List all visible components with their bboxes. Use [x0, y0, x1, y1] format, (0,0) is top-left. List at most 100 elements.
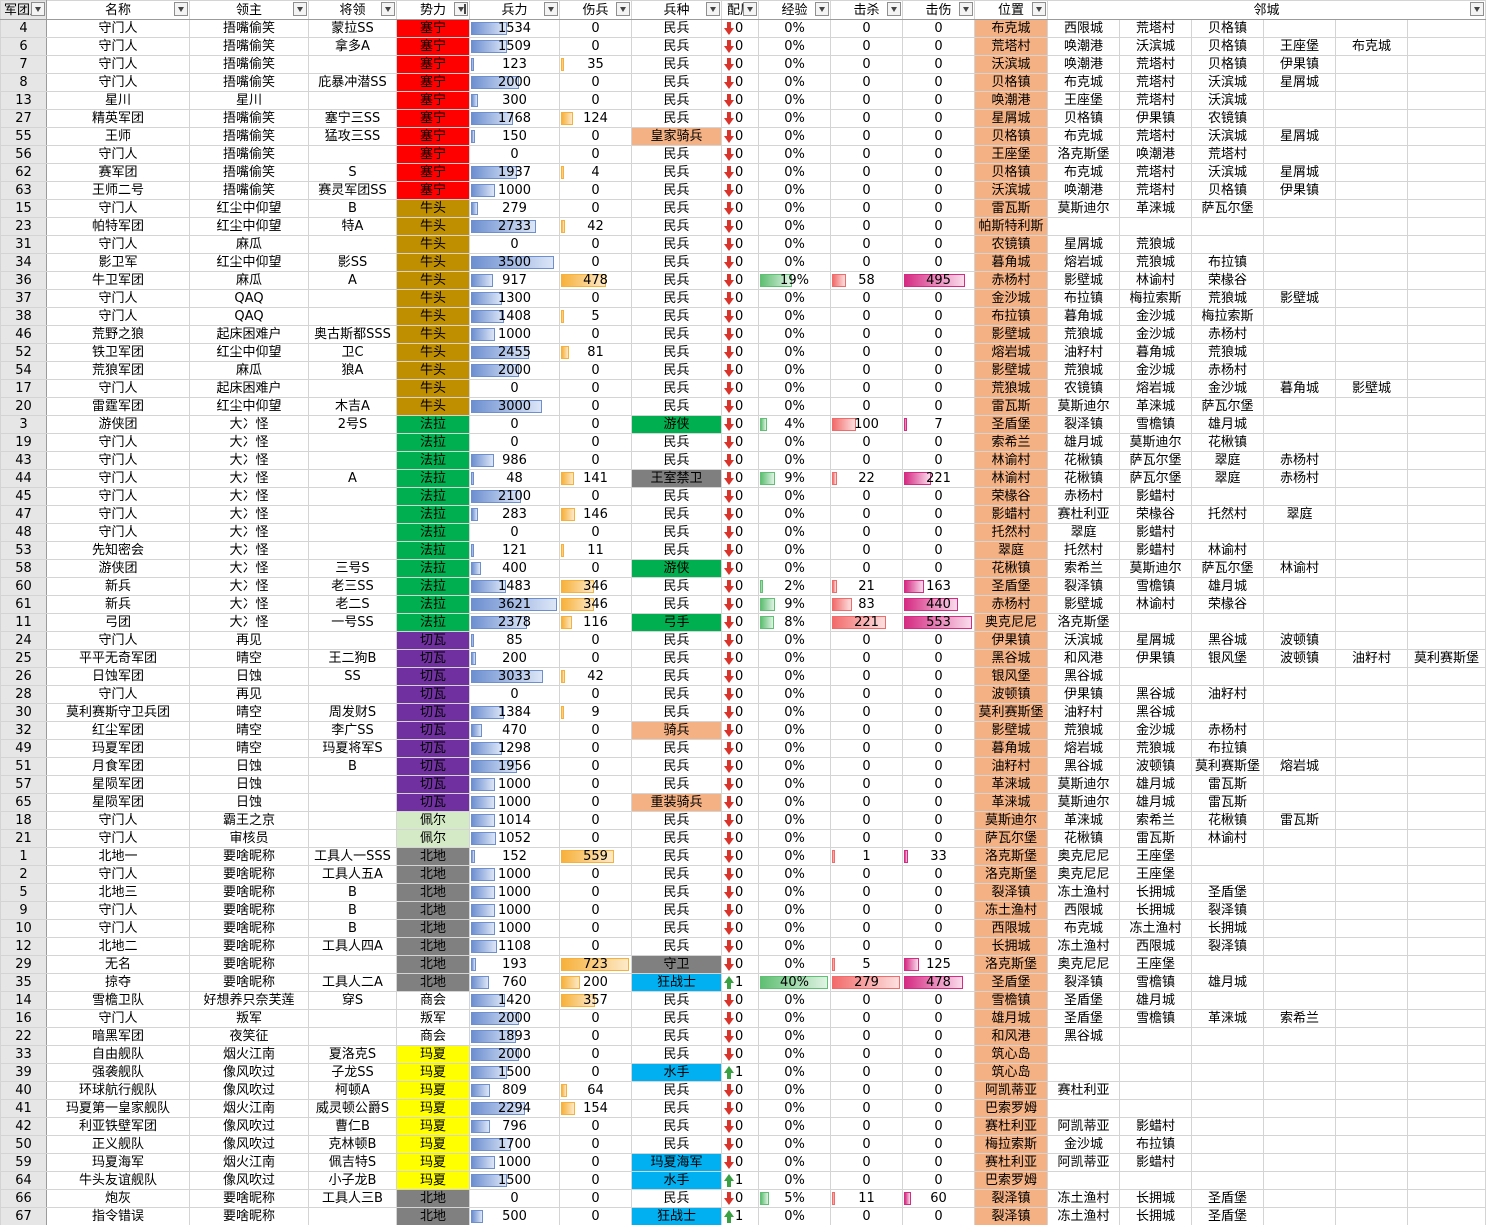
kills-cell[interactable]: 0	[830, 379, 903, 398]
neighbor-cell[interactable]: 莫斯迪尔	[1047, 199, 1120, 218]
troop-type-cell[interactable]: 弓手	[631, 613, 722, 632]
hits-cell[interactable]: 0	[902, 1135, 975, 1154]
wounded-cell[interactable]: 0	[559, 559, 632, 578]
neighbor-cell[interactable]: 赤杨村	[1263, 451, 1336, 470]
position-cell[interactable]: 王座堡	[974, 145, 1048, 164]
position-cell[interactable]: 星屑城	[974, 109, 1048, 128]
empty-cell[interactable]	[1263, 775, 1336, 794]
faction-cell[interactable]: 牛头	[396, 379, 470, 398]
table-row[interactable]: 4 守门人 捂嘴偷笑 蒙拉SS 塞宁 1534 0 民兵 0 0% 0 0 布克城 西限城 荒塔村 贝格镇	[0, 19, 1486, 38]
troop-type-cell[interactable]: 民兵	[631, 865, 722, 884]
general-cell[interactable]	[308, 1009, 397, 1028]
hits-cell[interactable]: 0	[902, 289, 975, 308]
position-cell[interactable]: 圣盾堡	[974, 973, 1048, 992]
row-id[interactable]: 2	[0, 865, 47, 884]
table-row[interactable]: 12 北地二 要啥昵称 工具人四A 北地 1108 0 民兵 0 0% 0 0 长拥城 冻土渔村 西限城 裂泽…	[0, 937, 1486, 956]
kills-cell[interactable]: 0	[830, 811, 903, 830]
kills-cell[interactable]: 0	[830, 631, 903, 650]
neighbor-cell[interactable]: 金沙城	[1119, 361, 1192, 380]
troop-type-cell[interactable]: 民兵	[631, 595, 722, 614]
name-cell[interactable]: 北地一	[46, 847, 190, 866]
neighbor-cell[interactable]: 荒狼城	[1047, 361, 1120, 380]
name-cell[interactable]: 先知密会	[46, 541, 190, 560]
hits-cell[interactable]: 0	[902, 1099, 975, 1118]
wounded-cell[interactable]: 0	[559, 523, 632, 542]
name-cell[interactable]: 守门人	[46, 901, 190, 920]
neighbor-cell[interactable]: 布克城	[1047, 919, 1120, 938]
neighbor-cell[interactable]: 莫斯迪尔	[1119, 433, 1192, 452]
empty-cell[interactable]	[1335, 703, 1408, 722]
troops-cell[interactable]: 2100	[469, 487, 560, 506]
troop-type-cell[interactable]: 民兵	[631, 307, 722, 326]
exp-cell[interactable]: 0%	[758, 793, 831, 812]
neighbor-cell[interactable]: 花楸镇	[1191, 433, 1264, 452]
empty-cell[interactable]	[1263, 397, 1336, 416]
troops-cell[interactable]: 0	[469, 235, 560, 254]
wounded-cell[interactable]: 0	[559, 451, 632, 470]
assign-cell[interactable]: 0	[721, 469, 759, 488]
empty-cell[interactable]	[1191, 613, 1264, 632]
troops-cell[interactable]: 2000	[469, 1045, 560, 1064]
empty-cell[interactable]	[1263, 937, 1336, 956]
row-id[interactable]: 33	[0, 1045, 47, 1064]
table-row[interactable]: 13 星川 星川 塞宁 300 0 民兵 0 0% 0 0 唤潮港 王座堡 荒塔村 沃滨城	[0, 91, 1486, 110]
table-row[interactable]: 39 强袭舰队 像风吹过 子龙SS 玛夏 1500 0 水手 1 0% 0 0 筑心岛	[0, 1063, 1486, 1082]
faction-cell[interactable]: 塞宁	[396, 163, 470, 182]
kills-cell[interactable]: 0	[830, 1135, 903, 1154]
row-id[interactable]: 45	[0, 487, 47, 506]
empty-cell[interactable]	[1407, 235, 1486, 254]
lord-cell[interactable]: 大冫怪	[189, 541, 309, 560]
name-cell[interactable]: 荒野之狼	[46, 325, 190, 344]
name-cell[interactable]: 暗黑军团	[46, 1027, 190, 1046]
wounded-cell[interactable]: 0	[559, 73, 632, 92]
general-cell[interactable]: 佩吉特S	[308, 1153, 397, 1172]
kills-cell[interactable]: 0	[830, 397, 903, 416]
row-id[interactable]: 26	[0, 667, 47, 686]
hits-cell[interactable]: 0	[902, 865, 975, 884]
faction-cell[interactable]: 北地	[396, 865, 470, 884]
neighbor-cell[interactable]: 沃滨城	[1119, 37, 1192, 56]
filter-dropdown-icon[interactable]	[544, 2, 558, 16]
lord-cell[interactable]: 晴空	[189, 739, 309, 758]
general-cell[interactable]	[308, 379, 397, 398]
position-cell[interactable]: 农镜镇	[974, 235, 1048, 254]
row-id[interactable]: 10	[0, 919, 47, 938]
empty-cell[interactable]	[1191, 991, 1264, 1010]
assign-cell[interactable]: 0	[721, 649, 759, 668]
kills-cell[interactable]: 0	[830, 199, 903, 218]
neighbor-cell[interactable]: 星屑城	[1047, 235, 1120, 254]
troop-type-cell[interactable]: 民兵	[631, 829, 722, 848]
neighbor-cell[interactable]: 阿凯蒂亚	[1047, 1153, 1120, 1172]
empty-cell[interactable]	[1335, 883, 1408, 902]
hits-cell[interactable]: 0	[902, 55, 975, 74]
lord-cell[interactable]: 红尘中仰望	[189, 199, 309, 218]
name-cell[interactable]: 红尘军团	[46, 721, 190, 740]
name-cell[interactable]: 牛头友谊舰队	[46, 1171, 190, 1190]
neighbor-cell[interactable]: 布拉镇	[1191, 253, 1264, 272]
name-cell[interactable]: 无名	[46, 955, 190, 974]
name-cell[interactable]: 守门人	[46, 919, 190, 938]
faction-cell[interactable]: 牛头	[396, 361, 470, 380]
kills-cell[interactable]: 0	[830, 865, 903, 884]
neighbor-cell[interactable]: 裂泽镇	[1191, 901, 1264, 920]
troop-type-cell[interactable]: 民兵	[631, 145, 722, 164]
lord-cell[interactable]: 红尘中仰望	[189, 397, 309, 416]
neighbor-cell[interactable]: 萨瓦尔堡	[1119, 451, 1192, 470]
table-row[interactable]: 47 守门人 大冫怪 法拉 283 146 民兵 0 0% 0 0 影蜡村 赛杜利亚 荣椽谷 托然村 翠庭	[0, 505, 1486, 524]
troops-cell[interactable]: 1000	[469, 865, 560, 884]
troops-cell[interactable]: 200	[469, 649, 560, 668]
wounded-cell[interactable]: 559	[559, 847, 632, 866]
header-kills[interactable]: 击杀	[830, 0, 903, 20]
header-assign[interactable]: 配属	[721, 0, 759, 20]
neighbor-cell[interactable]: 林谕村	[1119, 595, 1192, 614]
neighbor-cell[interactable]: 索希兰	[1047, 559, 1120, 578]
position-cell[interactable]: 托然村	[974, 523, 1048, 542]
neighbor-cell[interactable]: 圣盾堡	[1191, 1207, 1264, 1225]
neighbor-cell[interactable]: 熔岩城	[1047, 739, 1120, 758]
position-cell[interactable]: 莫斯迪尔	[974, 811, 1048, 830]
hits-cell[interactable]: 0	[902, 991, 975, 1010]
neighbor-cell[interactable]: 黑谷城	[1119, 685, 1192, 704]
troop-type-cell[interactable]: 民兵	[631, 685, 722, 704]
neighbor-cell[interactable]: 雄月城	[1047, 433, 1120, 452]
empty-cell[interactable]	[1335, 145, 1408, 164]
